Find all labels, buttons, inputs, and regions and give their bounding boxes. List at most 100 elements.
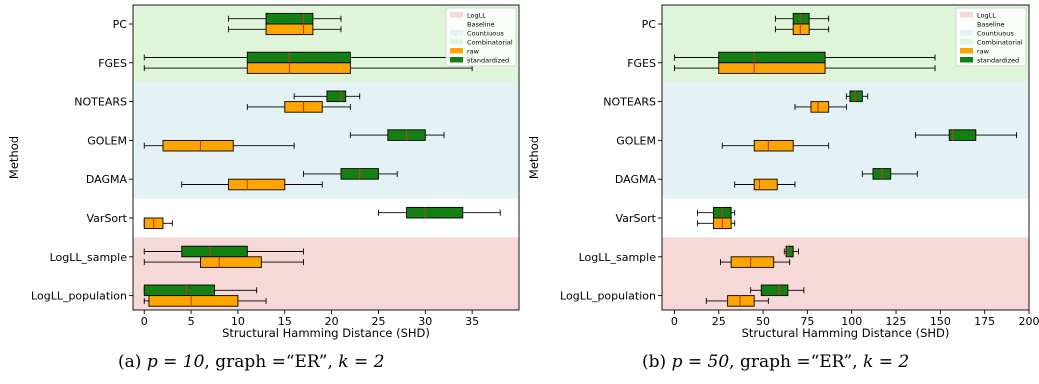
b-ytick-label-6: LogLL_sample [579,251,657,264]
b-iqr-standardized-3 [948,129,977,141]
caption-a-graph: , graph =“ER”, [204,352,339,372]
b-xtick-label-3: 75 [800,315,814,328]
a-ylabel: Method [7,136,21,179]
b-xlabel: Structural Hamming Distance (SHD) [742,326,950,340]
b-box-raw-6 [720,256,791,268]
a-legend-label-0: LogLL [467,12,486,20]
b-legend-label-3: Combinatorial [977,39,1023,47]
a-iqr-raw-1 [246,62,351,74]
a-xtick-label-3: 15 [278,315,292,328]
b-xtick-label-6: 150 [930,315,951,328]
a-legend-swatch-5 [450,57,463,63]
chart-b: PC FGES NOTEARS GOLEM DAGMA VarSort LogLL_samp… [527,4,1039,340]
a-xtick-label-0: 0 [141,315,148,328]
a-iqr-standardized-0 [265,12,314,25]
a-box-raw-5 [143,217,173,230]
a-box-standardized-3 [349,129,445,141]
b-iqr-raw-0 [792,23,810,36]
b-legend-label-2: Countiuous [977,30,1014,38]
b-iqr-raw-7 [727,295,755,307]
a-box-raw-6 [143,256,304,268]
b-xtick-label-8: 200 [1019,315,1039,328]
b-box-raw-0 [775,23,830,36]
a-axes-frame [132,4,520,311]
b-ylabel: Method [527,136,541,179]
b-legend-swatch-5 [960,57,973,63]
caption-b: (b) p = 50, graph =“ER”, k = 2 [642,352,909,372]
b-xtick-label-5: 125 [886,315,907,328]
a-xlabel: Structural Hamming Distance (SHD) [222,326,430,340]
a-legend-swatch-3 [450,39,463,45]
b-xtick-label-4: 100 [841,315,862,328]
b-box-raw-3 [721,139,830,152]
caption-a-k: k = 2 [338,352,385,372]
b-xtick-label-1: 25 [712,315,726,328]
b-ytick-label-0: PC [642,18,657,31]
b-iqr-raw-2 [810,101,830,113]
b-box-standardized-4 [861,168,918,180]
a-box-standardized-2 [293,90,361,103]
a-ytick-label-1: FGES [98,57,127,70]
b-xtick-label-2: 50 [756,315,770,328]
a-box-raw-7 [143,295,267,307]
a-iqr-raw-0 [265,23,314,36]
b-box-standardized-2 [845,90,869,103]
a-legend-label-5: standardized [467,57,509,65]
a-box-raw-2 [246,101,351,113]
b-ytick-label-5: VarSort [616,212,657,225]
a-ytick-label-2: NOTEARS [74,96,127,109]
a-ytick-label-6: LogLL_sample [50,251,128,264]
caption-b-k: k = 2 [863,352,910,372]
b-iqr-raw-6 [730,256,775,268]
b-legend-swatch-3 [960,39,973,45]
b-ytick-label-3: GOLEM [616,134,656,147]
caption-b-graph: , graph =“ER”, [729,352,864,372]
b-legend-swatch-1 [960,21,973,27]
a-box-standardized-4 [303,168,398,180]
a-iqr-raw-3 [162,139,234,152]
a-box-raw-1 [143,62,473,74]
b-band-3 [662,237,1029,310]
caption-b-p: p = 50 [671,352,730,372]
b-box-standardized-5 [697,206,736,219]
a-box-raw-4 [181,178,323,191]
b-box-raw-1 [673,62,936,74]
chart-a: PC FGES NOTEARS GOLEM DAGMA VarSort LogLL_samp… [7,4,520,340]
b-box-raw-7 [705,295,769,307]
b-iqr-standardized-7 [760,284,789,297]
b-iqr-standardized-0 [792,12,810,25]
a-iqr-standardized-6 [181,245,248,258]
a-ytick-label-4: DAGMA [86,173,128,186]
a-legend-swatch-1 [450,21,463,27]
a-iqr-raw-4 [228,178,286,191]
a-legend-box [445,7,517,67]
a-iqr-standardized-5 [406,206,464,219]
b-xtick-label-7: 175 [974,315,995,328]
caption-a-label: (a) [118,352,147,372]
a-ytick-label-5: VarSort [87,212,128,225]
a-xtick-label-4: 20 [325,315,339,328]
b-ytick-label-1: FGES [627,57,656,70]
a-iqr-raw-7 [148,295,239,307]
b-iqr-raw-3 [753,139,794,152]
b-legend-swatch-4 [960,48,973,54]
b-iqr-raw-4 [753,178,778,191]
b-legend-label-5: standardized [977,57,1019,65]
b-legend-swatch-0 [960,12,973,18]
b-box-raw-4 [734,178,796,191]
a-xtick-label-5: 25 [371,315,385,328]
a-box-raw-3 [143,139,295,152]
b-xtick-label-0: 0 [671,315,678,328]
b-box-standardized-7 [750,284,805,297]
a-legend-swatch-2 [450,30,463,36]
a-legend-label-2: Countiuous [467,30,504,38]
a-xtick-label-6: 30 [418,315,432,328]
b-iqr-standardized-1 [718,51,826,64]
a-xtick-label-2: 10 [231,315,245,328]
b-box-raw-2 [794,101,847,113]
b-ytick-label-4: DAGMA [615,173,657,186]
a-ytick-label-0: PC [113,18,128,31]
b-iqr-raw-1 [718,62,826,74]
caption-b-label: (b) [642,352,672,372]
b-box-raw-5 [697,217,736,230]
